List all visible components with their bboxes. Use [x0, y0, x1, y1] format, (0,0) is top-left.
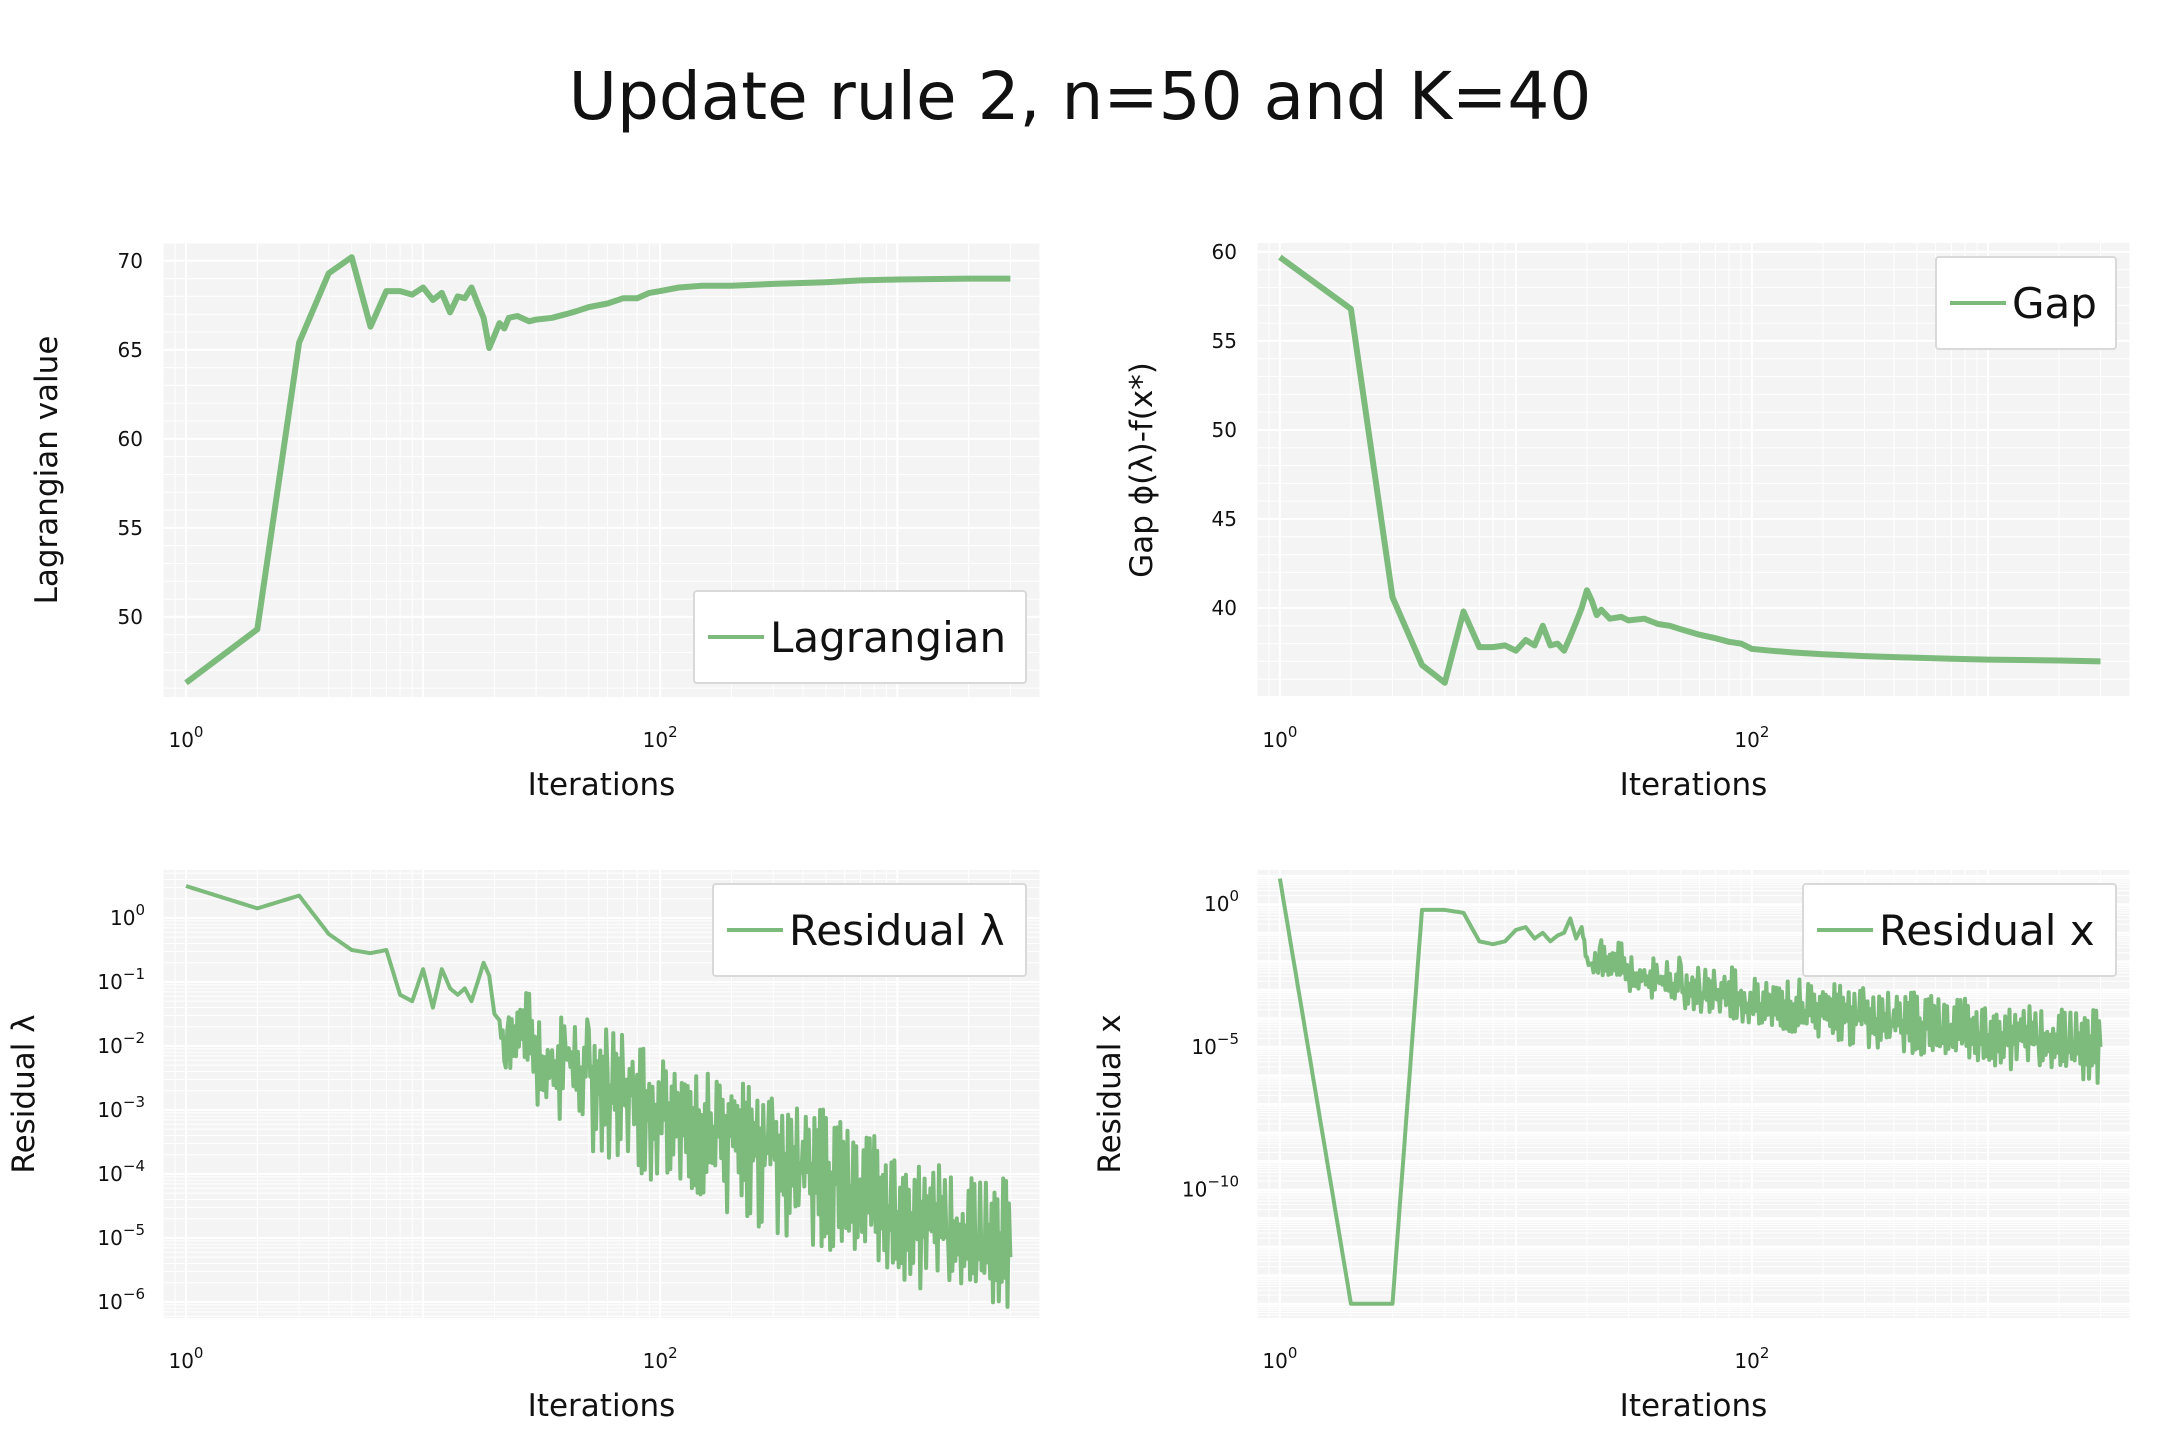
y-tick-label: 10−6	[97, 1285, 145, 1314]
x-tick-label: 102	[1734, 1344, 1769, 1373]
series-line	[1277, 878, 2103, 1306]
legend: Gap	[1935, 256, 2117, 350]
y-tick-label: 60	[118, 427, 143, 451]
chart-panel-2: 40 45 50 55 60 100 102 Iterations Gap ϕ(λ)-f(x*)…	[1124, 240, 2131, 803]
y-tick-label: 10−5	[1191, 1030, 1239, 1059]
legend-box	[693, 590, 1027, 684]
series-line	[1278, 254, 2101, 686]
y-tick-label: 50	[1212, 418, 1237, 442]
legend-box	[1935, 256, 2117, 350]
chart-panel-4: 100 10−5 10−10 100 102 Iterations Residual x Re…	[1092, 870, 2131, 1424]
x-tick-label: 102	[1734, 723, 1769, 752]
series-line	[185, 884, 1013, 1309]
y-axis-label: Residual λ	[6, 1014, 42, 1173]
y-tick-label: 10−3	[97, 1093, 145, 1122]
y-tick-label: 100	[1204, 887, 1239, 916]
y-tick-label: 40	[1212, 596, 1237, 620]
x-tick-label: 100	[1262, 1344, 1297, 1373]
legend: Lagrangian	[693, 590, 1027, 684]
y-axis-label: Gap ϕ(λ)-f(x*)	[1124, 362, 1160, 578]
x-axis-label: Iterations	[1620, 1388, 1768, 1424]
x-tick-label: 100	[1262, 723, 1297, 752]
legend-label: Gap	[2012, 279, 2097, 328]
y-tick-label: 10−2	[97, 1029, 145, 1058]
x-tick-label: 100	[168, 1344, 203, 1373]
x-tick-label: 100	[168, 723, 203, 752]
legend: Residual λ	[712, 883, 1027, 977]
chart-panel-1: 50 55 60 65 70 100 102 Iterations Lagrangian val…	[29, 242, 1041, 803]
y-tick-label: 70	[118, 249, 143, 273]
legend-box	[712, 883, 1027, 977]
y-axis-label: Residual x	[1092, 1014, 1128, 1173]
legend-box	[1802, 883, 2117, 977]
x-axis-label: Iterations	[528, 1388, 676, 1424]
y-tick-label: 100	[110, 901, 145, 930]
y-tick-label: 65	[118, 338, 143, 362]
y-tick-label: 10−4	[97, 1157, 145, 1186]
x-axis-label: Iterations	[528, 767, 676, 803]
y-tick-label: 45	[1212, 507, 1237, 531]
figure-title: Update rule 2, n=50 and K=40	[568, 58, 1592, 135]
legend-label: Residual λ	[789, 906, 1005, 955]
series-line	[184, 254, 1011, 686]
legend: Residual x	[1802, 883, 2117, 977]
y-tick-label: 50	[118, 605, 143, 629]
y-tick-label: 10−1	[97, 965, 145, 994]
x-tick-label: 102	[643, 1344, 678, 1373]
x-tick-label: 102	[643, 723, 678, 752]
y-tick-label: 60	[1212, 240, 1237, 264]
legend-label: Lagrangian	[770, 613, 1006, 662]
y-tick-label: 55	[1212, 329, 1237, 353]
x-axis-label: Iterations	[1620, 767, 1768, 803]
y-tick-label: 55	[118, 516, 143, 540]
legend-label: Residual x	[1879, 906, 2095, 955]
y-tick-label: 10−5	[97, 1221, 145, 1250]
y-axis-label: Lagrangian value	[29, 336, 65, 605]
y-tick-label: 10−10	[1182, 1173, 1239, 1202]
chart-panel-3: 100 10−1 10−2 10−3 10−4 10−5 10−6 100 102 Iterati…	[6, 870, 1041, 1424]
